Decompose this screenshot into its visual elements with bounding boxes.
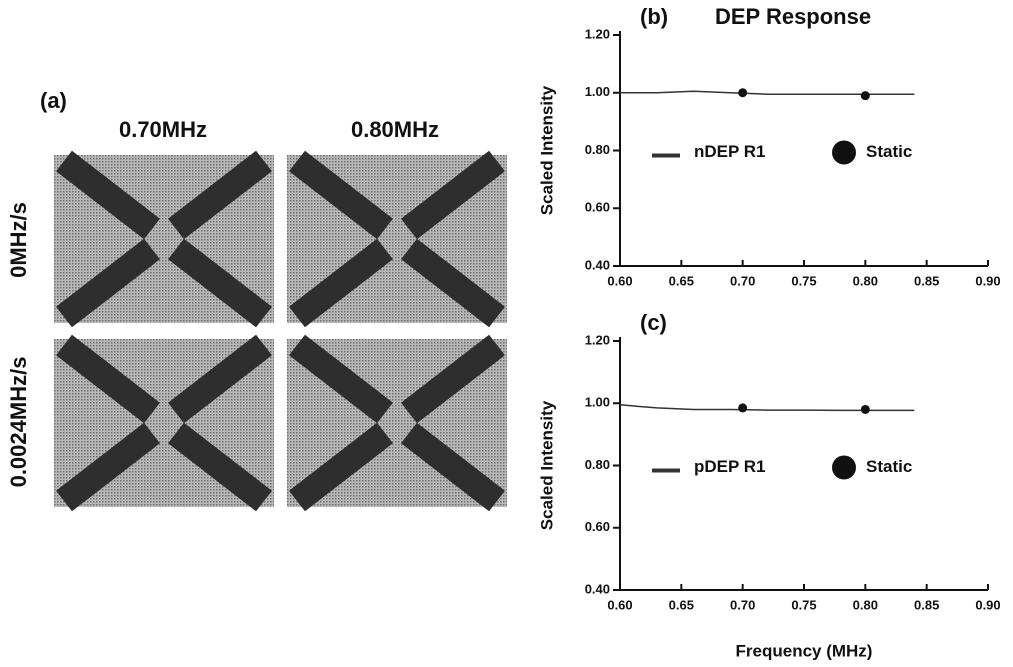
- column-label: 0.80MHz: [351, 117, 439, 142]
- x-tick-label: 0.70: [730, 597, 755, 612]
- row-label: 0.0024MHz/s: [6, 357, 31, 488]
- data-point: [738, 88, 747, 97]
- page: (a) 0.70MHz 0.80MHz 0MHz/s 0.0024MHz/s 0…: [0, 0, 1013, 667]
- row-label: 0MHz/s: [6, 202, 31, 278]
- legend-marker: [832, 141, 856, 165]
- legend-label: Static: [866, 142, 912, 161]
- data-line: [620, 91, 914, 94]
- x-tick-label: 0.75: [791, 597, 816, 612]
- x-axis-label: Frequency (MHz): [736, 641, 873, 660]
- x-tick-label: 0.70: [730, 273, 755, 288]
- y-tick-label: 1.00: [585, 84, 610, 99]
- panel-label: (b): [640, 4, 668, 29]
- y-axis-label: Scaled Intensity: [537, 400, 556, 530]
- legend-label: Static: [866, 457, 912, 476]
- micrograph: [54, 155, 274, 323]
- y-tick-label: 0.80: [585, 457, 610, 472]
- x-tick-label: 0.60: [607, 273, 632, 288]
- legend-label: pDEP R1: [694, 457, 766, 476]
- data-point: [861, 91, 870, 100]
- y-tick-label: 0.60: [585, 519, 610, 534]
- micrograph: [54, 339, 274, 507]
- x-tick-label: 0.90: [975, 273, 1000, 288]
- legend-marker: [832, 456, 856, 480]
- y-tick-label: 0.40: [585, 257, 610, 272]
- x-tick-label: 0.60: [607, 597, 632, 612]
- data-point: [861, 405, 870, 414]
- x-tick-label: 0.80: [853, 273, 878, 288]
- micrograph: [287, 339, 507, 507]
- panel-label: (c): [640, 310, 667, 335]
- y-tick-label: 1.00: [585, 395, 610, 410]
- y-axis-label: Scaled Intensity: [537, 85, 556, 215]
- data-point: [738, 403, 747, 412]
- x-tick-label: 0.90: [975, 597, 1000, 612]
- x-tick-label: 0.80: [853, 597, 878, 612]
- micrograph: [287, 155, 507, 323]
- x-tick-label: 0.75: [791, 273, 816, 288]
- x-tick-label: 0.85: [914, 273, 939, 288]
- y-tick-label: 0.60: [585, 200, 610, 215]
- y-tick-label: 0.40: [585, 581, 610, 596]
- y-tick-label: 1.20: [585, 332, 610, 347]
- x-tick-label: 0.85: [914, 597, 939, 612]
- chart-title: DEP Response: [715, 4, 871, 29]
- panel-label: (a): [40, 88, 67, 113]
- y-tick-label: 0.80: [585, 142, 610, 157]
- figure: (a) 0.70MHz 0.80MHz 0MHz/s 0.0024MHz/s 0…: [0, 0, 1013, 667]
- x-tick-label: 0.65: [669, 273, 694, 288]
- column-label: 0.70MHz: [119, 117, 207, 142]
- x-tick-label: 0.65: [669, 597, 694, 612]
- legend-label: nDEP R1: [694, 142, 766, 161]
- data-line: [620, 405, 914, 411]
- y-tick-label: 1.20: [585, 26, 610, 41]
